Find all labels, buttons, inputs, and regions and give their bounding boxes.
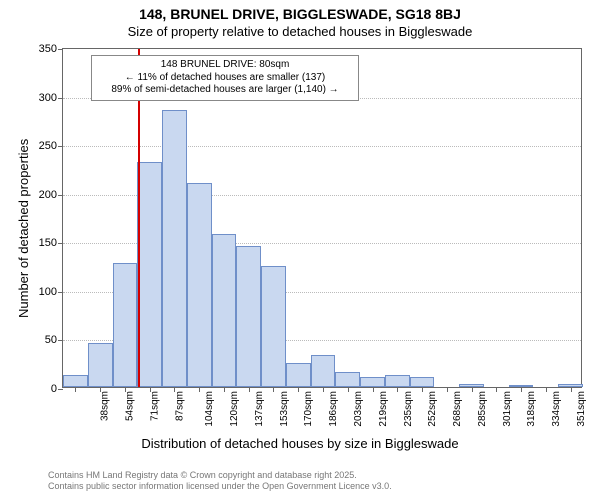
x-tick-mark bbox=[348, 387, 349, 392]
x-tick-mark bbox=[546, 387, 547, 392]
x-tick-mark bbox=[397, 387, 398, 392]
annotation-line: 89% of semi-detached houses are larger (… bbox=[97, 84, 353, 97]
x-tick-label: 203sqm bbox=[353, 391, 364, 427]
x-tick-label: 285sqm bbox=[477, 391, 488, 427]
x-tick-mark bbox=[75, 387, 76, 392]
histogram-bar bbox=[286, 363, 311, 387]
x-tick-mark bbox=[273, 387, 274, 392]
chart-title: 148, BRUNEL DRIVE, BIGGLESWADE, SG18 8BJ bbox=[0, 6, 600, 22]
x-tick-label: 351sqm bbox=[576, 391, 587, 427]
histogram-bar bbox=[187, 183, 212, 387]
y-tick-mark bbox=[58, 389, 63, 390]
histogram-chart: 148, BRUNEL DRIVE, BIGGLESWADE, SG18 8BJ… bbox=[0, 0, 600, 500]
x-tick-label: 318sqm bbox=[526, 391, 537, 427]
x-tick-mark bbox=[472, 387, 473, 392]
x-tick-label: 104sqm bbox=[205, 391, 216, 427]
y-tick-label: 250 bbox=[39, 140, 57, 152]
chart-subtitle: Size of property relative to detached ho… bbox=[0, 24, 600, 39]
y-tick-mark bbox=[58, 146, 63, 147]
x-tick-mark bbox=[571, 387, 572, 392]
y-tick-label: 200 bbox=[39, 189, 57, 201]
y-tick-label: 50 bbox=[45, 334, 57, 346]
y-tick-mark bbox=[58, 49, 63, 50]
y-axis-label: Number of detached properties bbox=[16, 139, 31, 318]
x-axis-label: Distribution of detached houses by size … bbox=[0, 436, 600, 451]
x-tick-label: 252sqm bbox=[427, 391, 438, 427]
histogram-bar bbox=[360, 377, 385, 387]
x-tick-label: 87sqm bbox=[174, 391, 185, 421]
x-tick-label: 235sqm bbox=[403, 391, 414, 427]
x-tick-mark bbox=[174, 387, 175, 392]
x-tick-label: 301sqm bbox=[502, 391, 513, 427]
x-tick-label: 186sqm bbox=[328, 391, 339, 427]
x-tick-mark bbox=[125, 387, 126, 392]
footer-line-1: Contains HM Land Registry data © Crown c… bbox=[48, 470, 392, 481]
x-tick-mark bbox=[150, 387, 151, 392]
y-tick-label: 350 bbox=[39, 43, 57, 55]
footer-note: Contains HM Land Registry data © Crown c… bbox=[48, 470, 392, 492]
x-tick-label: 137sqm bbox=[254, 391, 265, 427]
y-tick-mark bbox=[58, 195, 63, 196]
x-tick-label: 268sqm bbox=[452, 391, 463, 427]
histogram-bar bbox=[137, 162, 162, 387]
y-tick-label: 150 bbox=[39, 237, 57, 249]
gridline-h bbox=[63, 146, 581, 147]
x-tick-label: 170sqm bbox=[304, 391, 315, 427]
x-tick-mark bbox=[298, 387, 299, 392]
footer-line-2: Contains public sector information licen… bbox=[48, 481, 392, 492]
histogram-bar bbox=[212, 234, 237, 387]
x-tick-label: 71sqm bbox=[149, 391, 160, 421]
x-tick-mark bbox=[199, 387, 200, 392]
y-tick-label: 300 bbox=[39, 92, 57, 104]
y-tick-mark bbox=[58, 340, 63, 341]
histogram-bar bbox=[410, 377, 435, 387]
histogram-bar bbox=[63, 375, 88, 387]
x-tick-label: 38sqm bbox=[100, 391, 111, 421]
x-tick-label: 54sqm bbox=[125, 391, 136, 421]
x-tick-mark bbox=[447, 387, 448, 392]
annotation-line: 148 BRUNEL DRIVE: 80sqm bbox=[97, 59, 353, 72]
x-tick-mark bbox=[373, 387, 374, 392]
x-tick-mark bbox=[422, 387, 423, 392]
histogram-bar bbox=[88, 343, 113, 387]
histogram-bar bbox=[162, 110, 187, 387]
x-tick-label: 120sqm bbox=[229, 391, 240, 427]
histogram-bar bbox=[311, 355, 336, 387]
histogram-bar bbox=[385, 375, 410, 387]
histogram-bar bbox=[113, 263, 138, 387]
y-tick-mark bbox=[58, 292, 63, 293]
x-tick-mark bbox=[249, 387, 250, 392]
x-tick-mark bbox=[521, 387, 522, 392]
histogram-bar bbox=[335, 372, 360, 387]
x-tick-mark bbox=[496, 387, 497, 392]
y-tick-mark bbox=[58, 243, 63, 244]
y-tick-label: 0 bbox=[51, 383, 57, 395]
histogram-bar bbox=[236, 246, 261, 387]
annotation-line: ← 11% of detached houses are smaller (13… bbox=[97, 72, 353, 85]
x-tick-label: 153sqm bbox=[279, 391, 290, 427]
plot-area: 05010015020025030035038sqm54sqm71sqm87sq… bbox=[62, 48, 582, 388]
x-tick-mark bbox=[100, 387, 101, 392]
x-tick-mark bbox=[224, 387, 225, 392]
x-tick-mark bbox=[323, 387, 324, 392]
annotation-box: 148 BRUNEL DRIVE: 80sqm← 11% of detached… bbox=[91, 55, 359, 101]
y-tick-mark bbox=[58, 98, 63, 99]
histogram-bar bbox=[261, 266, 286, 387]
x-tick-label: 219sqm bbox=[378, 391, 389, 427]
x-tick-label: 334sqm bbox=[551, 391, 562, 427]
y-tick-label: 100 bbox=[39, 286, 57, 298]
